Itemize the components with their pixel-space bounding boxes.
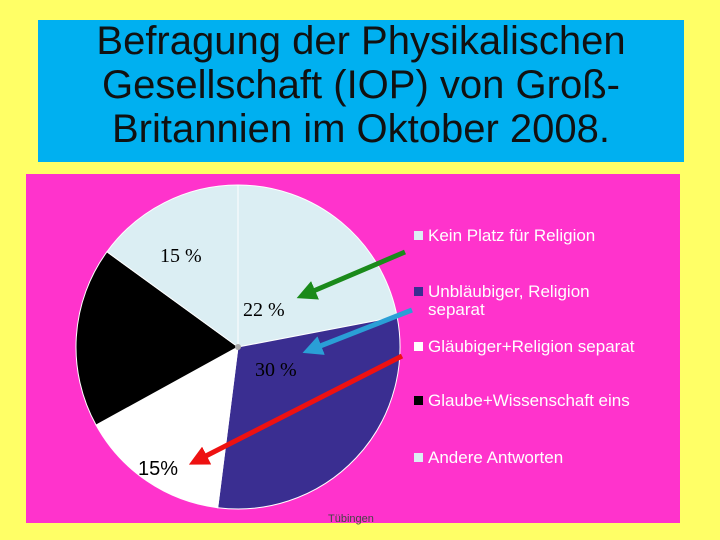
legend-label-2-line-2: separat bbox=[428, 300, 485, 319]
data-label-2: 30 % bbox=[255, 359, 297, 381]
pie-slice-2 bbox=[217, 316, 401, 510]
legend-label-1: Kein Platz für Religion bbox=[428, 226, 595, 245]
legend-swatch-5 bbox=[414, 453, 423, 462]
arrow-green bbox=[296, 249, 406, 300]
data-label-3: 15% bbox=[138, 458, 178, 480]
legend-label-2: Unbläubiger, Religion bbox=[428, 282, 590, 301]
pie-center-dot bbox=[235, 344, 241, 350]
legend-swatch-4 bbox=[414, 396, 423, 405]
pie-slice-5 bbox=[106, 184, 239, 348]
pie-slice-1 bbox=[237, 184, 398, 348]
legend-swatch-3 bbox=[414, 342, 423, 351]
pie-slice-3 bbox=[95, 346, 239, 509]
pie-slice-4 bbox=[75, 251, 239, 426]
arrow-red bbox=[188, 353, 404, 465]
legend-swatch-2 bbox=[414, 287, 423, 296]
title-line-2: Gesellschaft (IOP) von Groß- bbox=[102, 63, 620, 107]
arrow-blue bbox=[302, 307, 413, 355]
title-line-3: Britannien im Oktober 2008. bbox=[111, 107, 611, 151]
data-label-1: 22 % bbox=[243, 299, 285, 321]
footer-text: Tübingen bbox=[328, 513, 374, 525]
legend-label-4: Glaube+Wissenschaft eins bbox=[428, 391, 630, 410]
legend-label-3: Gläubiger+Religion separat bbox=[428, 337, 635, 356]
page-title: Befragung der Physikalischen Gesellschaf… bbox=[96, 19, 625, 151]
legend-label-5: Andere Antworten bbox=[428, 448, 563, 467]
data-label-4: 18 % bbox=[108, 318, 150, 340]
title-box: Befragung der Physikalischen Gesellschaf… bbox=[38, 19, 684, 162]
title-line-1: Befragung der Physikalischen bbox=[96, 19, 626, 63]
data-label-5: 15 % bbox=[160, 245, 202, 267]
legend-swatch-1 bbox=[414, 231, 423, 240]
